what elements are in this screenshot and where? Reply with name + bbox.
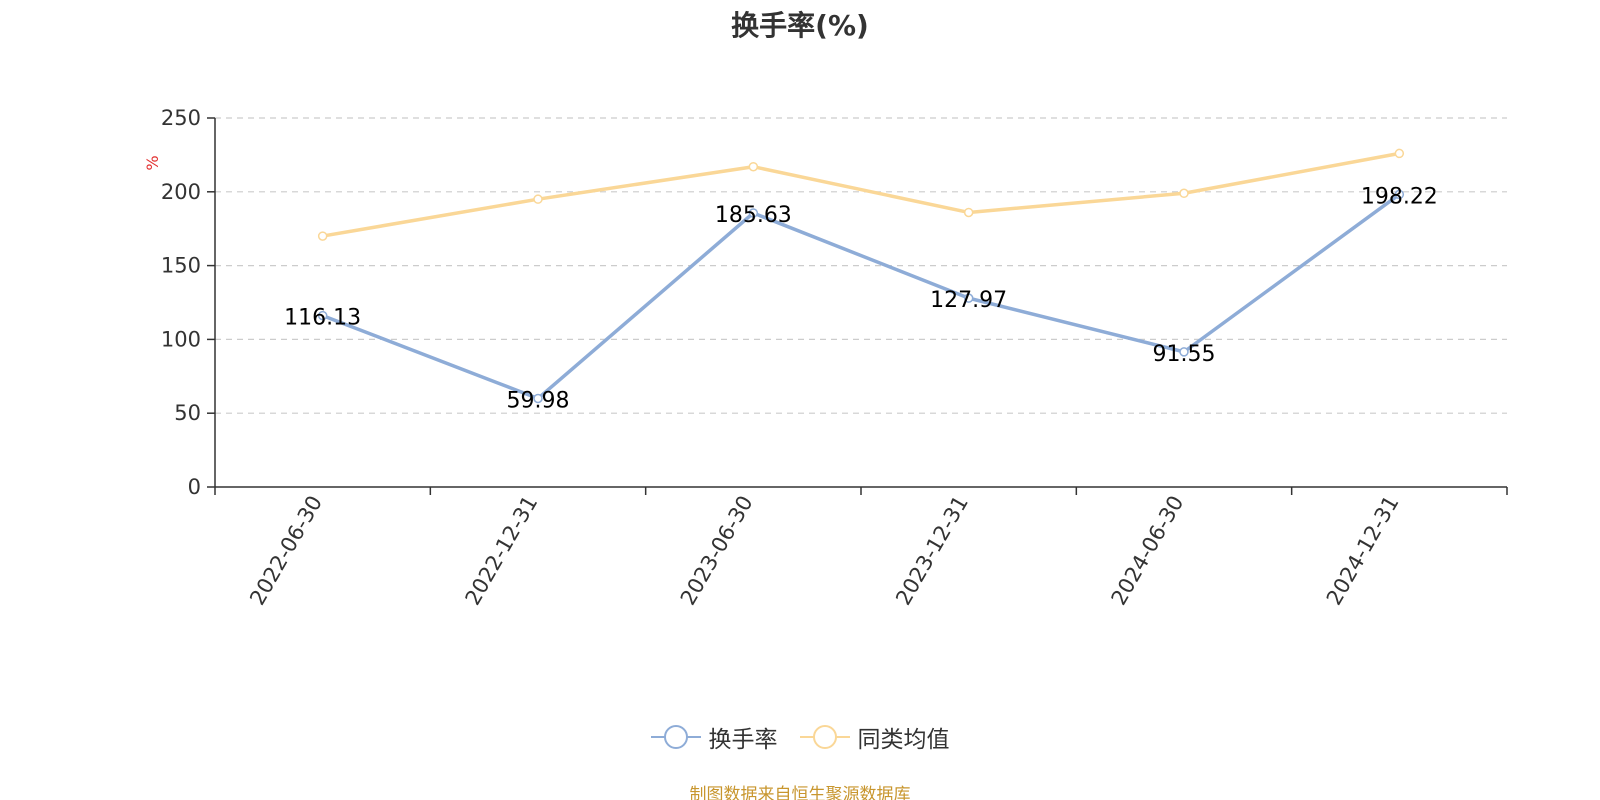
axes: 0 50 100 150 200 250 2022-06-30 2022-12-31 2023-… (161, 106, 1508, 610)
data-label: 116.13 (284, 306, 361, 331)
series-1-point (1394, 148, 1405, 159)
series-line-0 (322, 193, 1401, 401)
series-1-point (533, 194, 543, 204)
series-line-1 (322, 151, 1400, 238)
series-1-point (1179, 188, 1189, 199)
data-labels: 116.13 59.98 185.63 127.97 91.55 198.22 (284, 184, 1438, 413)
series-0-point (533, 393, 543, 404)
data-label: 185.63 (715, 203, 792, 228)
y-tick-label: 200 (161, 180, 201, 204)
x-tick-label: 2023-06-30 (676, 492, 758, 610)
series-1-point (317, 231, 328, 241)
legend-item-turnover[interactable]: 换手率 (650, 720, 778, 754)
y-tick-label: 0 (188, 475, 201, 499)
y-tick-label: 250 (161, 106, 201, 130)
legend-line-circle-icon (799, 725, 850, 749)
gridlines (215, 117, 1507, 414)
data-label: 127.97 (930, 288, 1007, 313)
x-tick-label: 2022-06-30 (245, 492, 327, 610)
series (317, 148, 1405, 404)
x-tick-label: 2024-06-30 (1107, 492, 1189, 610)
data-label: 59.98 (507, 388, 570, 413)
y-tick-label: 100 (161, 327, 201, 351)
series-1-point (963, 207, 974, 218)
x-tick-label: 2022-12-31 (461, 492, 543, 610)
line-chart: % 0 50 100 150 200 250 2022-06-30 2022-12-31 202… (143, 106, 1508, 610)
y-tick-label: 150 (161, 254, 201, 278)
legend-label-turnover: 换手率 (708, 727, 778, 753)
legend-item-peer-average[interactable]: 同类均值 (799, 720, 950, 754)
x-tick-label: 2024-12-31 (1322, 492, 1404, 610)
series-0-point (748, 208, 759, 218)
y-axis-unit-label: % (143, 155, 162, 170)
legend-line-circle-icon (650, 725, 701, 749)
legend: 换手率 同类均值 (0, 720, 1600, 754)
y-tick-label: 50 (174, 401, 201, 425)
series-0-point (1394, 189, 1405, 200)
series-0-point (317, 310, 328, 321)
data-label: 198.22 (1361, 184, 1438, 209)
series-0-point (963, 293, 974, 303)
data-label: 91.55 (1153, 342, 1216, 367)
data-source-note: 制图数据来自恒生聚源数据库 (689, 785, 911, 800)
series-1-point (748, 161, 759, 172)
series-0-point (1179, 347, 1189, 357)
x-tick-label: 2023-12-31 (891, 492, 973, 610)
legend-label-peer-average: 同类均值 (857, 727, 950, 753)
chart-title: 换手率(%) (731, 9, 869, 42)
